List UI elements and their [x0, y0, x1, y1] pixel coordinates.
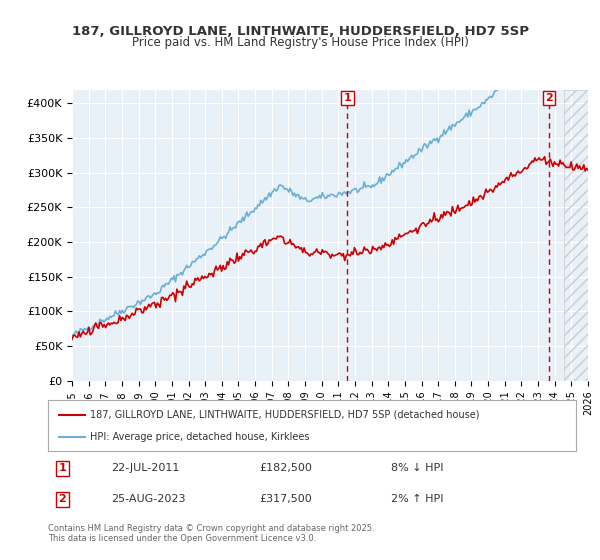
- Text: £182,500: £182,500: [259, 463, 312, 473]
- Text: 187, GILLROYD LANE, LINTHWAITE, HUDDERSFIELD, HD7 5SP: 187, GILLROYD LANE, LINTHWAITE, HUDDERSF…: [71, 25, 529, 38]
- Text: 2% ↑ HPI: 2% ↑ HPI: [391, 494, 444, 505]
- Text: £317,500: £317,500: [259, 494, 312, 505]
- Text: 1: 1: [344, 93, 352, 103]
- Text: Contains HM Land Registry data © Crown copyright and database right 2025.
This d: Contains HM Land Registry data © Crown c…: [48, 524, 374, 543]
- Text: 2: 2: [59, 494, 67, 505]
- Text: 187, GILLROYD LANE, LINTHWAITE, HUDDERSFIELD, HD7 5SP (detached house): 187, GILLROYD LANE, LINTHWAITE, HUDDERSF…: [90, 409, 480, 419]
- Text: Price paid vs. HM Land Registry's House Price Index (HPI): Price paid vs. HM Land Registry's House …: [131, 36, 469, 49]
- Text: 25-AUG-2023: 25-AUG-2023: [112, 494, 186, 505]
- Text: 8% ↓ HPI: 8% ↓ HPI: [391, 463, 444, 473]
- Text: 2: 2: [545, 93, 553, 103]
- Text: HPI: Average price, detached house, Kirklees: HPI: Average price, detached house, Kirk…: [90, 432, 310, 442]
- Text: 22-JUL-2011: 22-JUL-2011: [112, 463, 180, 473]
- Text: 1: 1: [59, 463, 67, 473]
